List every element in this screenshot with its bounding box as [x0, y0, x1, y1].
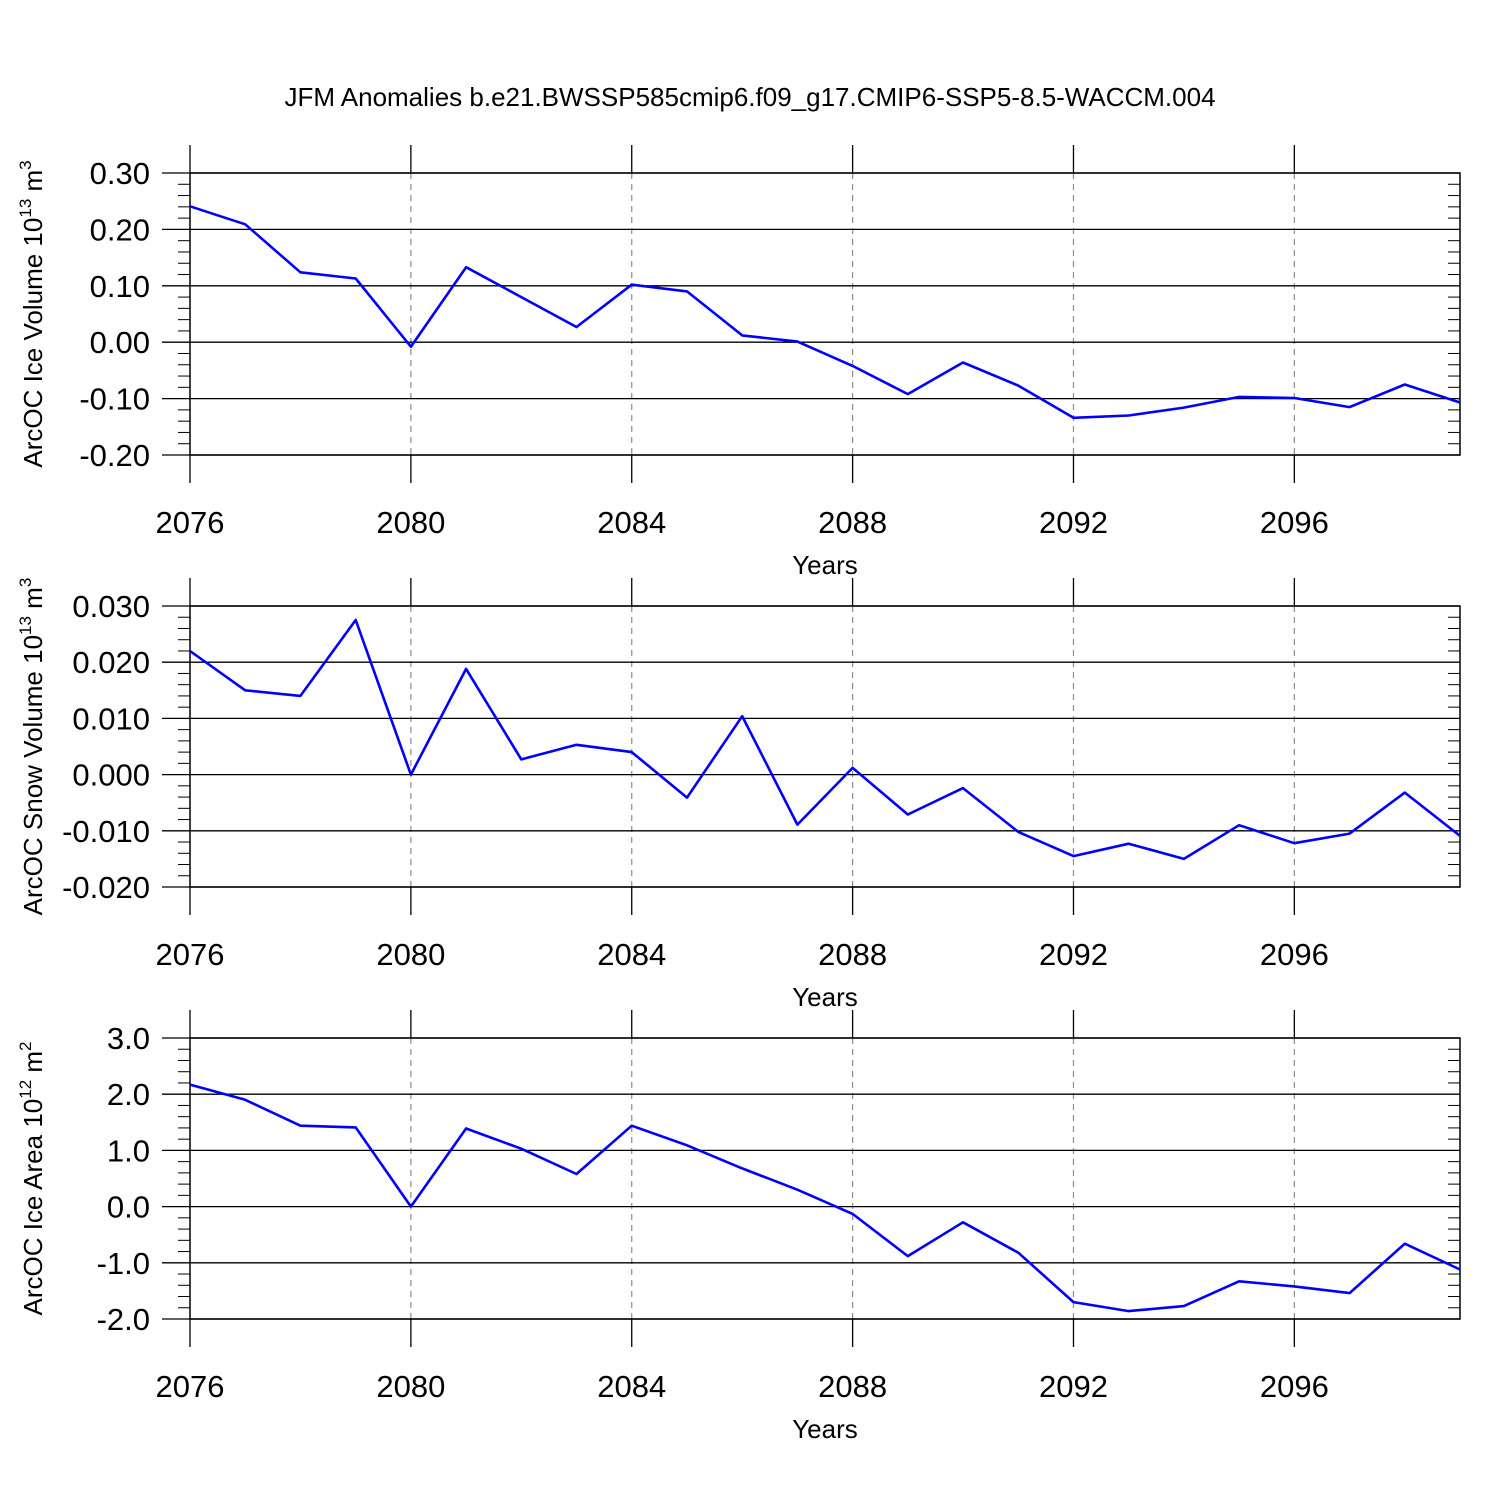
y-tick-label: 0.000	[72, 758, 150, 793]
y-axis-label-superscript: 2	[16, 1041, 35, 1050]
plot-frame	[189, 1037, 1461, 1320]
y-tick-label: -1.0	[97, 1246, 150, 1281]
y-axis-label: ArcOC Ice Volume 1013 m3	[16, 160, 48, 467]
y-tick-label: 0.20	[90, 212, 150, 247]
y-tick-label: -2.0	[97, 1302, 150, 1337]
y-tick-label: 2.0	[107, 1077, 150, 1112]
figure-title: JFM Anomalies b.e21.BWSSP585cmip6.f09_g1…	[284, 82, 1215, 112]
y-axis-label-part: m	[18, 587, 48, 616]
y-tick-label: -0.20	[79, 438, 150, 473]
y-axis-label-superscript: 3	[16, 160, 35, 169]
x-tick-label: 2084	[597, 937, 666, 972]
x-tick-label: 2092	[1039, 937, 1108, 972]
x-tick-label: 2096	[1260, 505, 1329, 540]
x-axis-label: Years	[792, 982, 858, 1012]
y-axis-label: ArcOC Snow Volume 1013 m3	[16, 578, 48, 916]
x-tick-label: 2096	[1260, 937, 1329, 972]
data-series-line	[189, 1083, 1461, 1313]
data-series-line	[189, 205, 1461, 420]
x-tick-label: 2076	[156, 1369, 225, 1404]
y-axis-label-part: ArcOC Snow Volume 10	[18, 635, 48, 915]
y-axis-label-superscript: 3	[16, 578, 35, 587]
x-tick-label: 2080	[376, 937, 445, 972]
y-axis-label-part: m	[18, 170, 48, 199]
data-series-line	[189, 618, 1461, 861]
x-tick-label: 2080	[376, 505, 445, 540]
x-tick-label: 2080	[376, 1369, 445, 1404]
x-tick-label: 2092	[1039, 1369, 1108, 1404]
x-tick-label: 2088	[818, 937, 887, 972]
x-tick-label: 2092	[1039, 505, 1108, 540]
chart-panel-1: -0.20 -0.10 0.00 0.10 0.20 0.30 2076 2080 2084 20…	[16, 145, 1461, 580]
y-axis-label-part: ArcOC Ice Area 10	[18, 1099, 48, 1316]
y-axis-label-superscript: 13	[16, 199, 35, 218]
x-tick-label: 2096	[1260, 1369, 1329, 1404]
x-tick-label: 2088	[818, 1369, 887, 1404]
y-tick-label: 0.00	[90, 325, 150, 360]
y-tick-label: -0.010	[62, 814, 150, 849]
x-axis-label: Years	[792, 550, 858, 580]
x-tick-label: 2076	[156, 937, 225, 972]
y-axis-label-superscript: 13	[16, 616, 35, 635]
y-axis-label-superscript: 12	[16, 1080, 35, 1099]
y-axis-label: ArcOC Ice Area 1012 m2	[16, 1041, 48, 1315]
chart-panel-3: -2.0 -1.0 0.0 1.0 2.0 3.0 2076 2080 2084 2088 2092…	[16, 1010, 1461, 1444]
y-tick-label: 0.020	[72, 645, 150, 680]
y-tick-label: -0.10	[79, 382, 150, 417]
y-axis-label-part: m	[18, 1051, 48, 1080]
y-tick-label: 3.0	[107, 1021, 150, 1056]
x-tick-label: 2084	[597, 505, 666, 540]
y-tick-label: -0.020	[62, 870, 150, 905]
y-tick-label: 0.10	[90, 269, 150, 304]
y-tick-label: 1.0	[107, 1133, 150, 1168]
y-tick-label: 0.030	[72, 589, 150, 624]
y-axis-label-part: ArcOC Ice Volume 10	[18, 218, 48, 468]
y-tick-label: 0.0	[107, 1190, 150, 1225]
plot-frame	[189, 605, 1461, 888]
x-tick-label: 2076	[156, 505, 225, 540]
x-tick-label: 2088	[818, 505, 887, 540]
chart-panel-2: -0.020 -0.010 0.000 0.010 0.020 0.030 2076 2080…	[16, 578, 1461, 1012]
y-tick-label: 0.010	[72, 701, 150, 736]
x-tick-label: 2084	[597, 1369, 666, 1404]
x-axis-label: Years	[792, 1414, 858, 1444]
y-tick-label: 0.30	[90, 156, 150, 191]
plot-frame	[189, 172, 1461, 456]
